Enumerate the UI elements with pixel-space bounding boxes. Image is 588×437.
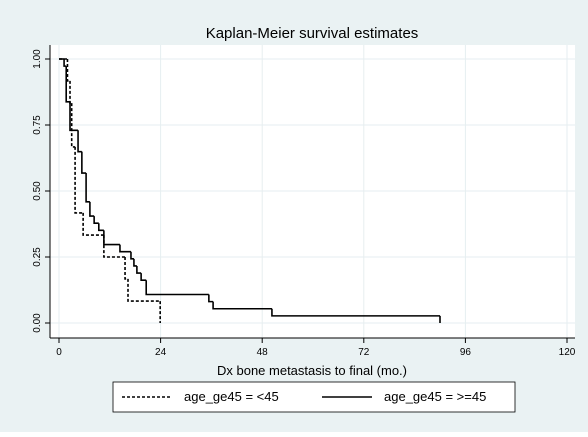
survival-step — [81, 151, 87, 174]
x-tick-label: 48 — [257, 347, 269, 358]
y-tick-label: 0.00 — [32, 313, 43, 333]
survival-step — [133, 258, 137, 267]
survival-step — [136, 265, 142, 274]
legend-label: age_ge45 = <45 — [184, 389, 279, 404]
survival-step — [77, 130, 82, 153]
survival-step — [208, 294, 214, 303]
survival-step — [271, 308, 440, 317]
y-tick-label: 1.00 — [32, 49, 43, 69]
y-tick-label: 0.75 — [32, 115, 43, 135]
survival-step — [82, 212, 104, 236]
x-tick-label: 96 — [460, 347, 472, 358]
legend — [112, 381, 516, 413]
survival-step — [70, 103, 76, 148]
survival-step — [127, 278, 161, 302]
survival-step — [89, 201, 95, 217]
x-axis-label: Dx bone metastasis to final (mo.) — [217, 363, 407, 378]
survival-step — [103, 230, 120, 246]
survival-step — [119, 244, 131, 253]
survival-step — [93, 216, 99, 225]
survival-step — [85, 173, 90, 203]
survival-step — [212, 301, 272, 310]
survival-step — [124, 257, 129, 280]
survival-step — [130, 251, 134, 260]
x-tick-label: 72 — [358, 347, 370, 358]
survival-step — [145, 280, 209, 296]
survival-step — [65, 66, 71, 103]
survival-step — [74, 146, 84, 214]
survival-step — [97, 223, 104, 232]
x-tick-label: 120 — [559, 347, 576, 358]
x-tick-label: 0 — [56, 347, 62, 358]
legend-label: age_ge45 = >=45 — [384, 389, 486, 404]
chart-title: Kaplan-Meier survival estimates — [206, 25, 419, 42]
y-tick-label: 0.25 — [32, 247, 43, 267]
survival-step — [140, 273, 147, 282]
survival-step — [69, 101, 79, 132]
x-tick-label: 24 — [155, 347, 167, 358]
y-tick-label: 0.50 — [32, 181, 43, 201]
survival-step — [66, 59, 71, 82]
